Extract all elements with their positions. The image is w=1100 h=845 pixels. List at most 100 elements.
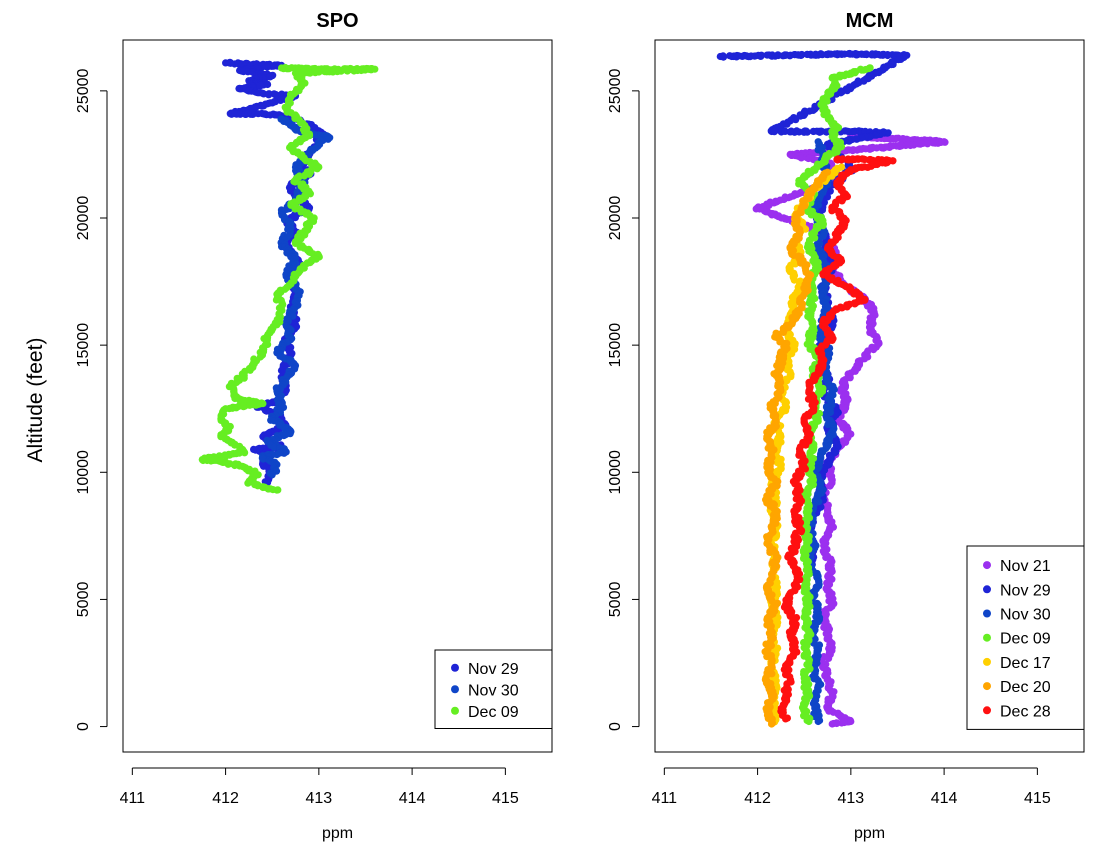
x-tick-label: 413 xyxy=(305,790,332,807)
x-axis-label: ppm xyxy=(854,825,885,842)
legend-item: Nov 29 xyxy=(451,661,519,678)
y-tick-label: 0 xyxy=(75,722,92,731)
data-point xyxy=(343,67,351,75)
legend-marker xyxy=(451,663,459,672)
legend-item: Nov 30 xyxy=(451,682,519,699)
data-point xyxy=(321,67,329,75)
legend-label: Nov 29 xyxy=(468,661,519,678)
legend: Nov 21 Nov 29 Nov 30 Dec 09 Dec 17 Dec 20 Dec … xyxy=(966,545,1085,730)
x-tick-label: 412 xyxy=(744,790,771,807)
data-point xyxy=(311,69,319,77)
data-point xyxy=(263,63,271,71)
data-point xyxy=(860,155,868,163)
y-axis-label: Altitude (feet) xyxy=(24,338,47,463)
data-point xyxy=(273,486,281,494)
y-tick-label: 5000 xyxy=(75,582,92,618)
legend-marker xyxy=(983,682,991,691)
data-point xyxy=(846,49,854,58)
series-dec-09 xyxy=(198,63,379,494)
x-axis: 411 412 413 414 415 xyxy=(120,767,519,807)
data-point xyxy=(825,654,833,663)
legend-label: Dec 20 xyxy=(1000,679,1051,696)
data-point xyxy=(236,110,244,118)
legend-item: Nov 21 xyxy=(983,558,1051,575)
legend-label: Nov 21 xyxy=(1000,558,1051,575)
y-tick-label: 15000 xyxy=(607,323,624,368)
data-point xyxy=(222,452,230,460)
data-point xyxy=(770,128,778,136)
data-point xyxy=(817,50,825,58)
data-point xyxy=(268,471,276,479)
x-tick-label: 415 xyxy=(492,790,519,807)
legend-marker xyxy=(983,561,991,570)
legend-marker xyxy=(451,706,459,715)
data-point xyxy=(757,51,766,59)
data-point xyxy=(266,485,275,493)
y-tick-label: 20000 xyxy=(607,196,624,241)
data-point xyxy=(258,102,266,110)
legend-label: Nov 29 xyxy=(1000,582,1051,599)
data-point xyxy=(805,545,813,553)
x-tick-label: 413 xyxy=(837,790,864,807)
data-point xyxy=(719,53,728,61)
x-tick-label: 414 xyxy=(399,790,426,807)
data-point xyxy=(793,127,801,135)
data-point xyxy=(869,346,878,354)
y-tick-label: 25000 xyxy=(607,69,624,114)
data-area xyxy=(198,58,379,494)
legend-label: Dec 28 xyxy=(1000,703,1051,720)
legend-marker xyxy=(983,657,991,666)
data-area xyxy=(716,49,949,728)
data-point xyxy=(851,300,859,308)
legend-item: Dec 28 xyxy=(983,703,1051,720)
data-point xyxy=(244,479,252,487)
legend-marker xyxy=(451,685,459,694)
legend-marker xyxy=(983,706,991,715)
legend-item: Dec 17 xyxy=(983,655,1051,672)
legend-label: Dec 09 xyxy=(468,704,519,721)
y-tick-label: 10000 xyxy=(607,450,624,495)
y-tick-label: 10000 xyxy=(75,450,92,495)
legend-marker xyxy=(983,585,991,594)
x-axis-label: ppm xyxy=(322,825,353,842)
series-dec-20 xyxy=(761,168,832,728)
data-point xyxy=(766,548,774,557)
legend-item: Dec 20 xyxy=(983,679,1051,696)
y-tick-label: 20000 xyxy=(75,196,92,241)
data-point xyxy=(838,197,846,205)
data-point xyxy=(828,720,836,728)
legend: Nov 29 Nov 30 Dec 09 xyxy=(434,649,553,729)
data-point xyxy=(797,154,805,162)
plot-frame xyxy=(654,39,1085,753)
data-point xyxy=(291,178,299,186)
data-point xyxy=(797,528,805,536)
x-tick-label: 411 xyxy=(120,790,146,807)
legend-label: Dec 17 xyxy=(1000,655,1051,672)
series-nov-30 xyxy=(258,115,334,479)
legend-marker xyxy=(983,609,991,618)
data-point xyxy=(805,717,813,726)
data-point xyxy=(814,717,822,726)
data-point xyxy=(782,715,790,723)
legend-label: Nov 30 xyxy=(468,682,519,699)
legend-label: Nov 30 xyxy=(1000,607,1051,624)
x-tick-label: 414 xyxy=(931,790,958,807)
data-point xyxy=(365,65,373,73)
data-point xyxy=(803,128,811,136)
chart-title: MCM xyxy=(846,10,894,32)
data-point xyxy=(246,366,254,374)
legend-marker xyxy=(983,633,991,642)
legend-item: Nov 30 xyxy=(983,607,1051,624)
data-point xyxy=(224,460,232,468)
data-point xyxy=(864,163,872,171)
data-point xyxy=(768,720,776,728)
legend-label: Dec 09 xyxy=(1000,631,1051,648)
legend-item: Dec 09 xyxy=(451,704,519,721)
data-point xyxy=(241,449,249,457)
data-point xyxy=(858,66,866,74)
y-tick-label: 0 xyxy=(607,722,624,731)
data-point xyxy=(783,120,791,128)
